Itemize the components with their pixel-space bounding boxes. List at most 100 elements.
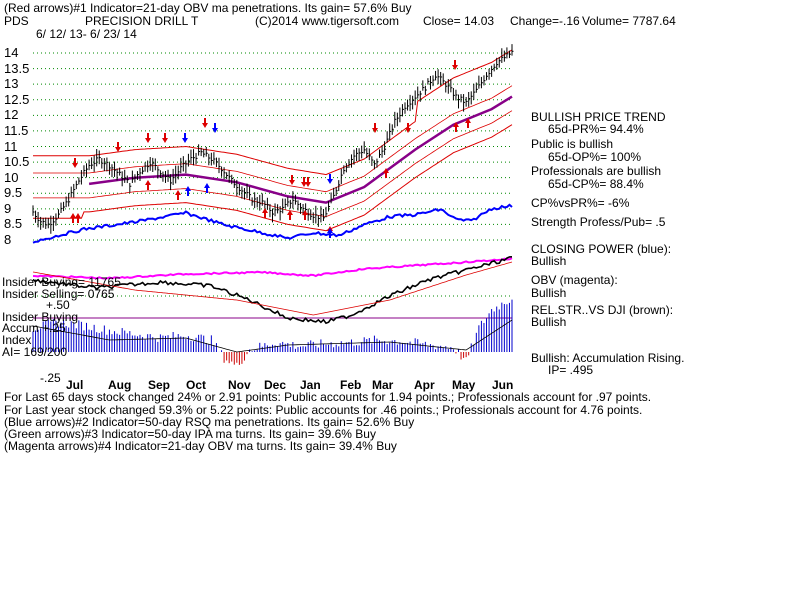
op-value: 65d-OP%= 100% [548,150,642,164]
sell-arrow [162,133,168,143]
obv-path [32,257,513,280]
sell-arrow [145,133,151,143]
minus-25-label: -.25 [40,371,61,385]
y-tick-label: 8 [4,232,12,247]
x-tick-label: Jan [300,378,321,392]
rel-strength-path [32,256,513,325]
footer-last-year: For Last year stock changed 59.3% or 5.2… [4,403,643,417]
y-tick-label: 12.5 [4,91,30,107]
moving-average [88,95,513,204]
sell-arrow [182,133,188,143]
buy-arrow [383,168,389,178]
x-tick-label: Feb [340,378,362,392]
accum-label: Bullish: Accumulation Rising. [531,351,685,365]
buy-arrow [145,180,151,190]
sell-arrow [289,175,295,185]
strength-ratio: Strength Profess/Pub= .5 [531,215,666,229]
company-name: PRECISION DRILL T [85,14,199,28]
sell-arrow [372,123,378,133]
grid-lines [33,52,512,319]
closing-power-label: CLOSING POWER (blue): [531,242,672,256]
obv-line [32,257,513,280]
y-tick-label: 13 [4,76,19,92]
buy-arrow [465,118,471,128]
buy-arrow [70,213,76,223]
sell-arrow [202,118,208,128]
x-tick-label: Apr [414,378,435,392]
upper-band [33,49,513,176]
ma-line [88,95,513,204]
pr-value: 65d-PR%= 94.4% [548,122,644,136]
buy-arrow [185,186,191,196]
ai-value: AI= 169/200 [2,345,68,359]
sell-arrow [115,142,121,152]
sell-arrow [452,60,458,70]
closing-power-line [32,203,513,244]
buy-arrow [75,213,81,223]
copyright: (C)2014 www.tigersoft.com [255,14,400,28]
y-tick-label: 8.5 [4,216,23,232]
sell-arrow [405,123,411,133]
accum-label-left: Accum +.25 [2,321,66,335]
y-tick-label: 10.5 [4,154,30,170]
indicator-1-line: (Red arrows)#1 Indicator=21-day OBV ma p… [4,1,412,15]
sell-arrow [72,158,78,168]
professionals-title: Professionals are bullish [531,164,662,178]
y-tick-label: 14 [4,45,19,60]
y-tick-label: 12 [4,107,19,123]
sell-arrow [327,174,333,184]
obv-status: Bullish [531,286,567,300]
y-tick-label: 13.5 [4,60,30,76]
date-range: 6/ 12/ 13- 6/ 23/ 14 [36,27,137,41]
x-tick-label: Mar [372,378,394,392]
buy-arrow [175,190,181,200]
x-tick-label: May [452,378,476,392]
y-tick-label: 11.5 [4,122,29,138]
closing-power-path [32,203,513,244]
y-tick-label: 11 [4,138,18,154]
x-tick-label: Sep [148,378,171,392]
y-tick-label: 10 [4,169,19,185]
insider-buying-2: Insider Buying [2,310,79,324]
plus-50-label: +.50 [46,298,70,312]
ticker: PDS [4,14,29,28]
x-tick-label: Nov [228,378,251,392]
x-tick-label: Jun [492,378,514,392]
channel-bands [33,49,513,232]
indicator-4-line: (Magenta arrows)#4 Indicator=21-day OBV … [4,439,397,453]
buy-arrow [287,210,293,220]
x-tick-label: Aug [108,378,132,392]
rel-str-label: REL.STR..VS DJI (brown): [531,303,674,317]
indicator-2-line: (Blue arrows)#2 Indicator=50-day RSQ ma … [4,415,415,429]
closing-power-status: Bullish [531,254,567,268]
accum-ma [32,319,513,353]
indicator-3-line: (Green arrows)#3 Indicator=50-day IPA ma… [4,427,376,441]
trend-title: BULLISH PRICE TREND [531,110,666,124]
relative-strength-line [32,256,513,325]
accumulation-bars [32,299,513,365]
close-value: Close= 14.03 [423,14,495,28]
signal-arrows [70,60,471,238]
buy-arrow [453,122,459,132]
volume-value: Volume= 7787.64 [582,14,676,28]
sell-arrow [305,177,311,187]
x-tick-label: Dec [264,378,287,392]
buy-arrow [204,183,210,193]
sell-arrow [212,123,218,133]
rel-str-status: Bullish [531,315,567,329]
x-tick-label: Jul [66,378,84,392]
rel-strength-ma [32,261,513,316]
insider-selling: Insider Selling= 0765 [2,287,115,301]
inner-lower-band [33,110,513,218]
buy-arrow [262,208,268,218]
inner-upper-band [33,85,513,193]
price-bars [32,44,514,234]
obv-label: OBV (magenta): [531,273,618,287]
sell-arrow [301,177,307,187]
y-tick-label: 9 [4,200,12,216]
x-tick-label: Oct [186,378,207,392]
index-label: Index [2,333,32,347]
change-value: Change=-.16 [510,14,580,28]
y-tick-label: 9.5 [4,185,23,201]
